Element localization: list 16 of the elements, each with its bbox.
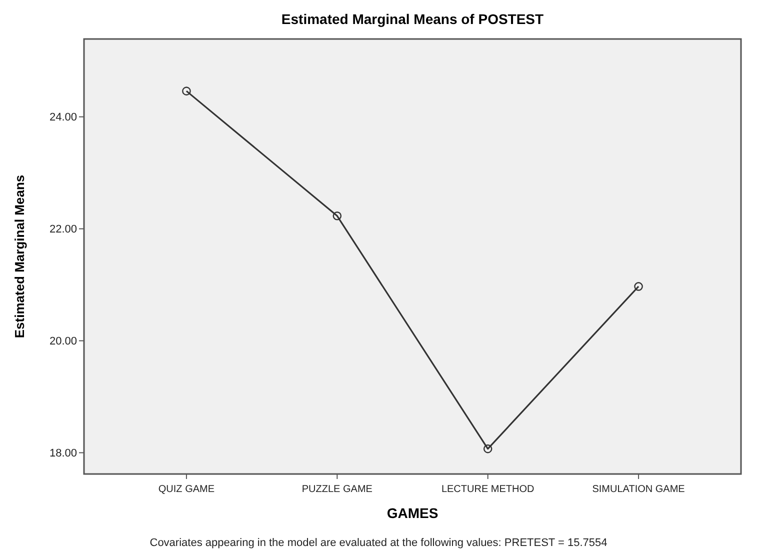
x-tick-label: LECTURE METHOD — [441, 484, 534, 495]
x-tick-label: QUIZ GAME — [158, 484, 215, 495]
text: Covariates appearing in the model are evaluated at the following values: PRETEST = 15.7554 — [150, 537, 608, 549]
x-axis-title: GAMES — [386, 505, 438, 521]
point — [332, 212, 342, 220]
y-tick-label: 24.00 — [49, 112, 77, 124]
point — [182, 86, 191, 96]
point — [483, 444, 492, 454]
x-tick-label: SIMULATION GAME — [592, 484, 686, 495]
y-tick-label: 22.00 — [49, 224, 77, 236]
y-tick-label: 18.00 — [49, 448, 77, 460]
y-axis-title: Estimated Marginal Means — [12, 174, 27, 338]
y-tick-label: 20.00 — [49, 336, 77, 348]
x-tick-label: PUZZLE GAME — [302, 484, 373, 495]
point — [634, 282, 643, 291]
chart-title: Estimated Marginal Means of POSTEST — [281, 11, 544, 27]
